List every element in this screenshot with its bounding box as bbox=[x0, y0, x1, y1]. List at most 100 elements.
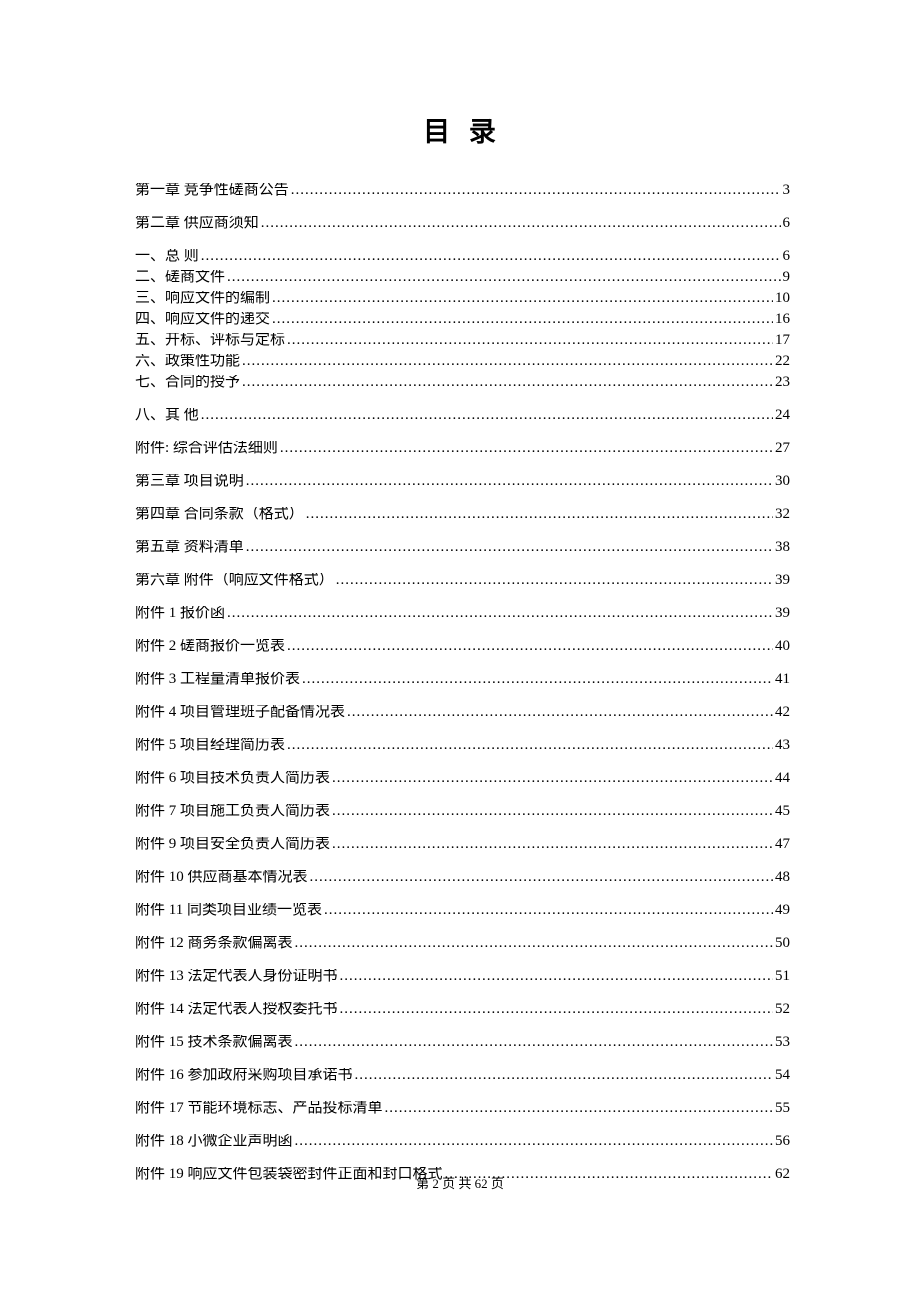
toc-leader-dots bbox=[201, 408, 773, 423]
toc-entry-label: 七、合同的授予 bbox=[135, 375, 240, 390]
toc-entry-page: 55 bbox=[775, 1101, 790, 1116]
toc-entry: 第六章 附件（响应文件格式） 39 bbox=[135, 573, 790, 588]
toc-leader-dots bbox=[336, 573, 773, 588]
toc-entry: 附件 9 项目安全负责人简历表 47 bbox=[135, 837, 790, 852]
toc-entry-page: 53 bbox=[775, 1035, 790, 1050]
toc-entry: 附件 7 项目施工负责人简历表 45 bbox=[135, 804, 790, 819]
page-title: 目 录 bbox=[135, 110, 790, 149]
toc-entry-page: 24 bbox=[775, 408, 790, 423]
toc-entry: 附件 14 法定代表人授权委托书52 bbox=[135, 1002, 790, 1017]
toc-entry: 第五章 资料清单38 bbox=[135, 540, 790, 555]
toc-entry: 第三章 项目说明30 bbox=[135, 474, 790, 489]
toc-entry-label: 附件 11 同类项目业绩一览表 bbox=[135, 903, 322, 918]
toc-entry: 附件 17 节能环境标志、产品投标清单 55 bbox=[135, 1101, 790, 1116]
toc-entry-page: 49 bbox=[775, 903, 790, 918]
toc-entry-label: 附件 7 项目施工负责人简历表 bbox=[135, 804, 330, 819]
toc-entry-page: 6 bbox=[783, 216, 791, 231]
toc-entry: 四、响应文件的递交16 bbox=[135, 312, 790, 327]
toc-leader-dots bbox=[306, 507, 773, 522]
toc-entry-label: 第六章 附件（响应文件格式） bbox=[135, 573, 334, 588]
toc-entry: 六、政策性功能 22 bbox=[135, 354, 790, 369]
toc-entry-page: 23 bbox=[775, 375, 790, 390]
toc-entry-page: 40 bbox=[775, 639, 790, 654]
toc-entry-page: 54 bbox=[775, 1068, 790, 1083]
toc-entry: 附件 1 报价函 39 bbox=[135, 606, 790, 621]
toc-entry-page: 42 bbox=[775, 705, 790, 720]
toc-entry-label: 附件: 综合评估法细则 bbox=[135, 441, 278, 456]
toc-entry: 一、总 则6 bbox=[135, 249, 790, 264]
toc-leader-dots bbox=[287, 738, 773, 753]
toc-leader-dots bbox=[246, 474, 773, 489]
toc-leader-dots bbox=[242, 354, 773, 369]
toc-leader-dots bbox=[332, 804, 773, 819]
toc-leader-dots bbox=[287, 333, 773, 348]
toc-entry-page: 32 bbox=[775, 507, 790, 522]
toc-entry: 附件 11 同类项目业绩一览表 49 bbox=[135, 903, 790, 918]
toc-entry-label: 二、磋商文件 bbox=[135, 270, 225, 285]
toc-entry: 八、其 他 24 bbox=[135, 408, 790, 423]
toc-leader-dots bbox=[332, 771, 773, 786]
toc-entry-page: 30 bbox=[775, 474, 790, 489]
toc-entry-label: 附件 5 项目经理简历表 bbox=[135, 738, 285, 753]
toc-leader-dots bbox=[272, 291, 773, 306]
toc-entry: 第二章 供应商须知6 bbox=[135, 216, 790, 231]
toc-entry-label: 附件 12 商务条款偏离表 bbox=[135, 936, 293, 951]
toc-entry: 附件: 综合评估法细则 27 bbox=[135, 441, 790, 456]
toc-entry-page: 22 bbox=[775, 354, 790, 369]
toc-entry-page: 16 bbox=[775, 312, 790, 327]
toc-leader-dots bbox=[295, 1035, 773, 1050]
toc-entry-label: 第一章 竞争性磋商公告 bbox=[135, 183, 289, 198]
toc-entry-label: 附件 4 项目管理班子配备情况表 bbox=[135, 705, 345, 720]
toc-entry-page: 27 bbox=[775, 441, 790, 456]
toc-entry-page: 38 bbox=[775, 540, 790, 555]
toc-entry-label: 一、总 则 bbox=[135, 249, 199, 264]
toc-entry-label: 附件 18 小微企业声明函 bbox=[135, 1134, 293, 1149]
toc-entry-label: 八、其 他 bbox=[135, 408, 199, 423]
toc-entry-page: 17 bbox=[775, 333, 790, 348]
toc-entry: 附件 3 工程量清单报价表 41 bbox=[135, 672, 790, 687]
toc-entry-page: 45 bbox=[775, 804, 790, 819]
toc-entry: 第一章 竞争性磋商公告 3 bbox=[135, 183, 790, 198]
toc-entry-page: 51 bbox=[775, 969, 790, 984]
toc-entry-page: 44 bbox=[775, 771, 790, 786]
toc-entry: 附件 16 参加政府采购项目承诺书 54 bbox=[135, 1068, 790, 1083]
toc-entry-label: 附件 3 工程量清单报价表 bbox=[135, 672, 300, 687]
toc-leader-dots bbox=[295, 936, 773, 951]
toc-entry: 附件 12 商务条款偏离表50 bbox=[135, 936, 790, 951]
toc-entry-label: 三、响应文件的编制 bbox=[135, 291, 270, 306]
toc-entry-page: 56 bbox=[775, 1134, 790, 1149]
toc-entry: 三、响应文件的编制 10 bbox=[135, 291, 790, 306]
toc-entry-label: 附件 1 报价函 bbox=[135, 606, 225, 621]
toc-entry-label: 附件 9 项目安全负责人简历表 bbox=[135, 837, 330, 852]
toc-entry: 附件 15 技术条款偏离表53 bbox=[135, 1035, 790, 1050]
toc-leader-dots bbox=[227, 270, 780, 285]
toc-leader-dots bbox=[246, 540, 773, 555]
page-footer: 第 2 页 共 62 页 bbox=[0, 1173, 920, 1192]
toc-leader-dots bbox=[227, 606, 773, 621]
toc-leader-dots bbox=[272, 312, 773, 327]
toc-entry: 附件 10 供应商基本情况表48 bbox=[135, 870, 790, 885]
toc-leader-dots bbox=[385, 1101, 773, 1116]
toc-entry-page: 9 bbox=[783, 270, 791, 285]
toc-leader-dots bbox=[295, 1134, 773, 1149]
toc-entry-page: 3 bbox=[783, 183, 791, 198]
toc-entry: 二、磋商文件 9 bbox=[135, 270, 790, 285]
toc-entry-label: 六、政策性功能 bbox=[135, 354, 240, 369]
toc-entry-label: 第四章 合同条款（格式） bbox=[135, 507, 304, 522]
toc-leader-dots bbox=[201, 249, 781, 264]
toc-entry-label: 五、开标、评标与定标 bbox=[135, 333, 285, 348]
toc-entry-page: 39 bbox=[775, 606, 790, 621]
toc-entry-page: 43 bbox=[775, 738, 790, 753]
toc-entry-page: 10 bbox=[775, 291, 790, 306]
toc-entry-label: 附件 17 节能环境标志、产品投标清单 bbox=[135, 1101, 383, 1116]
toc-leader-dots bbox=[291, 183, 781, 198]
toc-entry-page: 47 bbox=[775, 837, 790, 852]
toc-entry: 附件 2 磋商报价一览表40 bbox=[135, 639, 790, 654]
toc-leader-dots bbox=[340, 1002, 773, 1017]
toc-entry: 附件 18 小微企业声明函 56 bbox=[135, 1134, 790, 1149]
toc-entry-label: 附件 16 参加政府采购项目承诺书 bbox=[135, 1068, 353, 1083]
toc-leader-dots bbox=[287, 639, 773, 654]
toc-entry-page: 39 bbox=[775, 573, 790, 588]
toc-entry-page: 52 bbox=[775, 1002, 790, 1017]
toc-entry-page: 41 bbox=[775, 672, 790, 687]
